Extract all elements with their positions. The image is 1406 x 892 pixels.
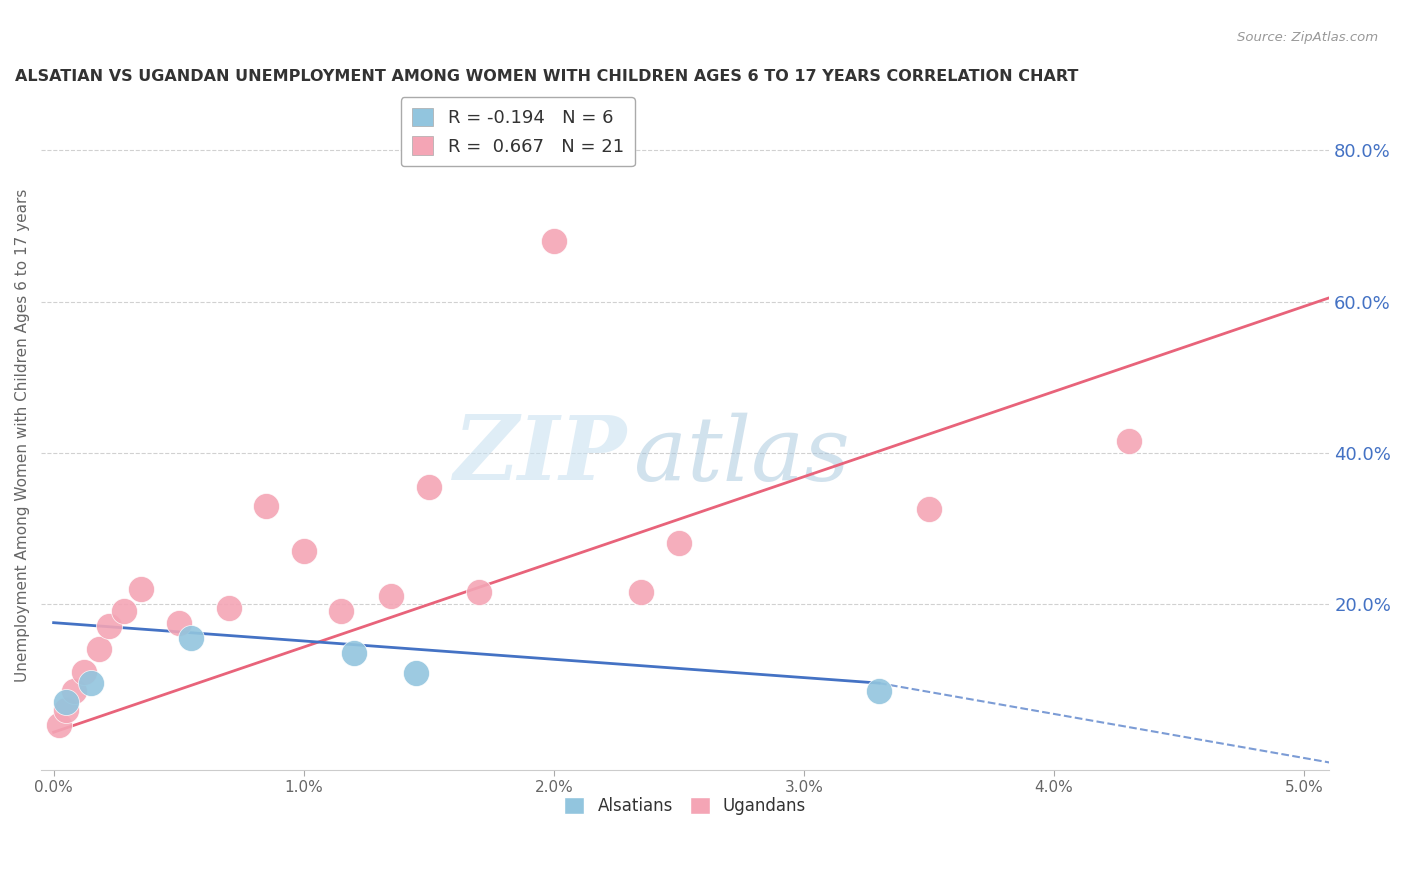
Point	[180, 631, 202, 645]
Point	[292, 544, 315, 558]
Point	[543, 234, 565, 248]
Point	[918, 502, 941, 516]
Point	[254, 499, 277, 513]
Text: ALSATIAN VS UGANDAN UNEMPLOYMENT AMONG WOMEN WITH CHILDREN AGES 6 TO 17 YEARS CO: ALSATIAN VS UGANDAN UNEMPLOYMENT AMONG W…	[15, 69, 1078, 84]
Text: Source: ZipAtlas.com: Source: ZipAtlas.com	[1237, 31, 1378, 45]
Point	[112, 604, 135, 618]
Point	[62, 683, 84, 698]
Point	[72, 665, 94, 679]
Text: ZIP: ZIP	[454, 412, 627, 499]
Point	[1118, 434, 1140, 449]
Point	[418, 480, 440, 494]
Point	[55, 702, 77, 716]
Point	[55, 695, 77, 709]
Y-axis label: Unemployment Among Women with Children Ages 6 to 17 years: Unemployment Among Women with Children A…	[15, 189, 30, 682]
Point	[48, 717, 70, 731]
Point	[668, 536, 690, 550]
Point	[87, 642, 110, 657]
Point	[167, 615, 190, 630]
Point	[343, 646, 366, 660]
Point	[380, 589, 402, 603]
Point	[630, 585, 652, 599]
Point	[405, 666, 427, 681]
Point	[129, 582, 152, 596]
Legend: Alsatians, Ugandans: Alsatians, Ugandans	[558, 790, 813, 822]
Point	[80, 676, 103, 690]
Text: atlas: atlas	[634, 412, 849, 500]
Point	[97, 619, 120, 633]
Point	[868, 683, 890, 698]
Point	[330, 604, 353, 618]
Point	[468, 585, 491, 599]
Point	[218, 600, 240, 615]
